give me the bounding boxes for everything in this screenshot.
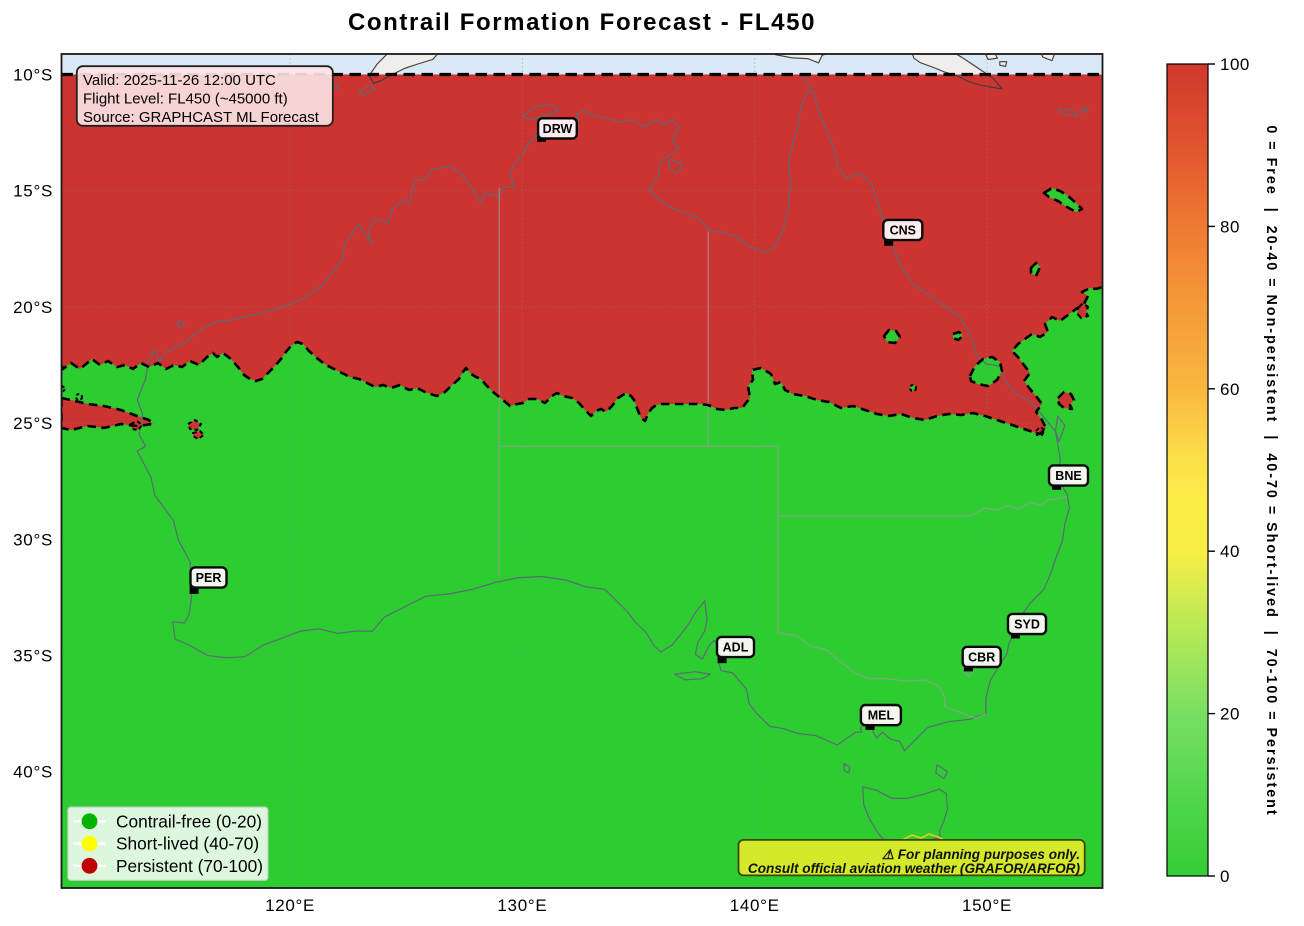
svg-text:150°E: 150°E [962,896,1012,915]
svg-text:MEL: MEL [868,709,895,723]
svg-text:20°S: 20°S [13,298,53,317]
svg-text:SYD: SYD [1014,618,1040,632]
svg-text:15°S: 15°S [13,182,53,201]
svg-text:120°E: 120°E [265,896,315,915]
svg-text:0: 0 [1220,867,1230,886]
svg-text:0 = Free | 20-40 = Non-persi: 0 = Free | 20-40 = Non-persistent | 40-7… [1263,125,1279,816]
svg-text:CNS: CNS [890,224,916,238]
svg-text:Valid: 2025-11-26 12:00 UTC: Valid: 2025-11-26 12:00 UTC [83,72,276,89]
svg-text:30°S: 30°S [13,530,53,549]
svg-text:10°S: 10°S [13,66,53,85]
svg-text:40°S: 40°S [13,763,53,782]
svg-text:Source: GRAPHCAST ML Forecast: Source: GRAPHCAST ML Forecast [83,109,320,126]
svg-text:Consult official aviation weat: Consult official aviation weather (GRAFO… [748,861,1081,876]
svg-text:Persistent (70-100): Persistent (70-100) [116,856,263,876]
svg-text:Flight Level: FL450 (~45000 ft: Flight Level: FL450 (~45000 ft) [83,91,288,108]
svg-text:Short-lived (40-70): Short-lived (40-70) [116,834,259,854]
svg-text:⚠ For planning purposes only.: ⚠ For planning purposes only. [882,847,1080,862]
svg-text:35°S: 35°S [13,647,53,666]
svg-text:80: 80 [1220,217,1240,236]
svg-text:BNE: BNE [1055,469,1081,483]
svg-text:60: 60 [1220,380,1240,399]
svg-text:20: 20 [1220,705,1240,724]
svg-text:140°E: 140°E [730,896,780,915]
svg-text:DRW: DRW [543,122,573,136]
svg-text:100: 100 [1220,55,1250,74]
svg-text:40: 40 [1220,542,1240,561]
svg-text:CBR: CBR [968,651,995,665]
svg-text:Contrail Formation Forecast -: Contrail Formation Forecast - FL450 [348,9,816,36]
svg-text:25°S: 25°S [13,414,53,433]
svg-text:130°E: 130°E [497,896,547,915]
svg-text:PER: PER [196,571,222,585]
svg-text:Contrail-free (0-20): Contrail-free (0-20) [116,811,262,831]
svg-text:ADL: ADL [723,641,749,655]
